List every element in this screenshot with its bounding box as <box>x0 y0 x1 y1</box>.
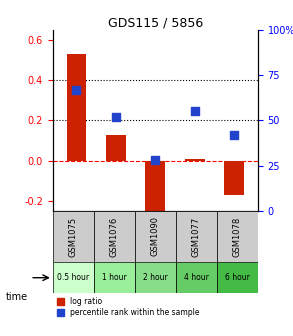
FancyBboxPatch shape <box>135 262 176 293</box>
Text: 1 hour: 1 hour <box>102 273 127 282</box>
FancyBboxPatch shape <box>217 262 258 293</box>
Point <box>113 114 118 120</box>
Text: 0.5 hour: 0.5 hour <box>57 273 89 282</box>
Title: GDS115 / 5856: GDS115 / 5856 <box>108 16 203 29</box>
Bar <box>106 134 126 161</box>
FancyBboxPatch shape <box>53 211 94 262</box>
Text: GSM1075: GSM1075 <box>69 216 78 257</box>
Text: GSM1076: GSM1076 <box>110 216 119 257</box>
Text: time: time <box>6 292 28 302</box>
Bar <box>185 159 205 161</box>
FancyBboxPatch shape <box>94 211 135 262</box>
FancyBboxPatch shape <box>176 262 217 293</box>
FancyBboxPatch shape <box>176 211 217 262</box>
Text: GSM1090: GSM1090 <box>151 216 160 256</box>
Text: GSM1078: GSM1078 <box>233 216 242 257</box>
FancyBboxPatch shape <box>94 262 135 293</box>
Text: 4 hour: 4 hour <box>184 273 209 282</box>
Point <box>153 158 158 163</box>
FancyBboxPatch shape <box>217 211 258 262</box>
Bar <box>145 161 165 217</box>
Point <box>74 87 79 92</box>
FancyBboxPatch shape <box>135 211 176 262</box>
Legend: log ratio, percentile rank within the sample: log ratio, percentile rank within the sa… <box>57 297 200 317</box>
Bar <box>67 54 86 161</box>
Point <box>193 109 197 114</box>
Text: 6 hour: 6 hour <box>225 273 250 282</box>
Point <box>232 132 236 138</box>
Text: GSM1077: GSM1077 <box>192 216 201 257</box>
Text: 2 hour: 2 hour <box>143 273 168 282</box>
Bar <box>224 161 244 195</box>
FancyBboxPatch shape <box>53 262 94 293</box>
